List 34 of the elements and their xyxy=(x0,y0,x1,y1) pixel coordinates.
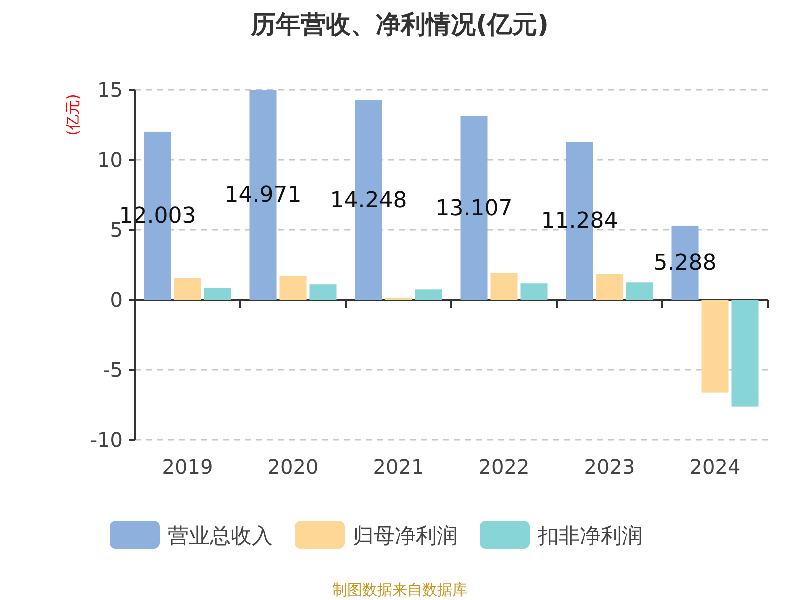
bar xyxy=(520,284,548,300)
data-label: 14.971 xyxy=(224,183,302,208)
data-label: 14.248 xyxy=(330,188,408,214)
y-tick-label: 0 xyxy=(110,288,123,312)
text: 制图数据来自数据库 xyxy=(332,581,468,599)
bar xyxy=(732,300,759,407)
bar xyxy=(204,288,232,300)
x-tick-label: 2019 xyxy=(162,455,214,479)
y-tick-label: -5 xyxy=(103,358,123,382)
y-tick-label: 10 xyxy=(98,148,123,172)
y-tick-label: -10 xyxy=(90,428,123,452)
data-label: 13.107 xyxy=(436,196,513,222)
y-axis-title: (亿元) xyxy=(64,94,82,136)
bar xyxy=(415,290,442,300)
bar xyxy=(596,274,624,300)
x-tick-label: 2022 xyxy=(478,455,530,479)
legend-label: 营业总收入 xyxy=(168,524,273,548)
y-tick-label: 5 xyxy=(110,218,123,242)
chart-title: 历年营收、净利情况(亿元) xyxy=(250,10,549,39)
bar xyxy=(310,284,337,300)
data-label: 11.284 xyxy=(541,209,618,234)
legend-label: 归母净利润 xyxy=(353,524,458,548)
bar xyxy=(702,300,729,393)
data-label: 5.288 xyxy=(654,250,717,276)
y-tick-label: 15 xyxy=(98,78,123,102)
bar xyxy=(174,278,202,300)
x-tick-label: 2024 xyxy=(690,455,741,479)
x-tick-label: 2023 xyxy=(584,455,636,479)
x-tick-label: 2021 xyxy=(373,455,424,479)
bar xyxy=(490,273,518,300)
x-tick-label: 2020 xyxy=(268,455,319,479)
legend-label: 扣非净利润 xyxy=(537,524,643,548)
bar xyxy=(280,276,307,300)
bar xyxy=(626,282,654,300)
